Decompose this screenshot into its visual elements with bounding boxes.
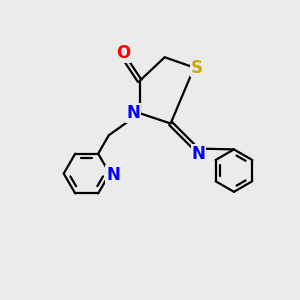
Text: O: O [116,44,130,62]
Text: N: N [126,104,140,122]
Text: N: N [192,145,206,163]
Text: S: S [191,58,203,76]
Text: N: N [106,166,120,184]
